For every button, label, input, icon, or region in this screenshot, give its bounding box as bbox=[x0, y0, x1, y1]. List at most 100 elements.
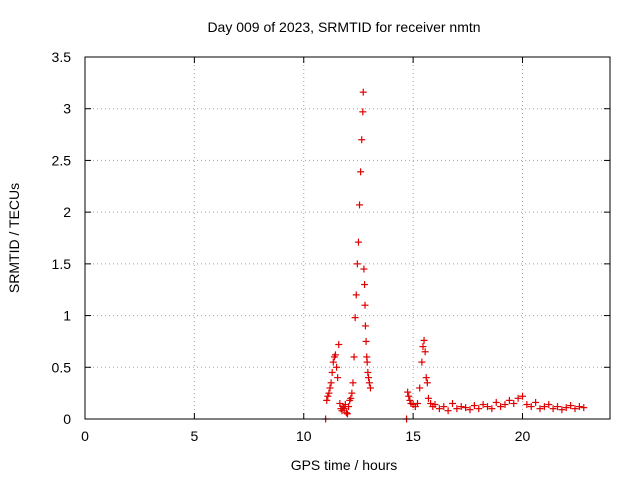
data-point bbox=[359, 88, 367, 96]
grid-lines bbox=[85, 57, 610, 419]
data-point bbox=[356, 201, 364, 209]
data-point bbox=[416, 384, 424, 392]
data-point bbox=[470, 402, 478, 410]
data-point bbox=[414, 399, 421, 407]
data-point bbox=[328, 368, 336, 376]
y-tick-label: 1 bbox=[63, 308, 71, 324]
axis-ticks: 0 5 10 15 20 0 0.5 1 1.5 2 2.5 3 3.5 bbox=[52, 49, 610, 444]
data-point bbox=[348, 389, 356, 397]
data-point bbox=[340, 405, 348, 413]
data-point bbox=[488, 405, 496, 413]
data-point bbox=[336, 399, 344, 407]
data-point bbox=[331, 351, 339, 359]
data-point bbox=[479, 401, 487, 409]
data-point bbox=[475, 405, 483, 413]
data-point bbox=[567, 402, 575, 410]
data-point bbox=[435, 405, 443, 413]
data-point bbox=[421, 348, 429, 356]
data-point bbox=[420, 336, 428, 344]
plot-frame bbox=[84, 56, 611, 420]
x-tick-label: 0 bbox=[81, 428, 89, 444]
data-point bbox=[444, 407, 452, 415]
data-point bbox=[536, 405, 544, 413]
data-point bbox=[527, 403, 535, 411]
data-point bbox=[545, 401, 553, 409]
data-point bbox=[440, 403, 448, 411]
x-axis-label: GPS time / hours bbox=[291, 457, 398, 473]
data-point bbox=[363, 358, 371, 366]
data-point bbox=[365, 379, 373, 387]
data-point bbox=[352, 291, 360, 299]
data-point bbox=[404, 388, 412, 396]
data-point bbox=[361, 301, 369, 309]
y-tick-label: 2 bbox=[63, 204, 71, 220]
data-point bbox=[431, 401, 439, 409]
data-point bbox=[406, 396, 414, 404]
data-point bbox=[501, 401, 509, 409]
data-point bbox=[424, 394, 432, 402]
data-point bbox=[514, 394, 522, 402]
data-point bbox=[334, 374, 342, 382]
data-point bbox=[519, 392, 526, 400]
data-point bbox=[325, 389, 333, 397]
data-point bbox=[366, 384, 374, 392]
data-point bbox=[418, 358, 426, 366]
data-point bbox=[365, 374, 372, 382]
data-point bbox=[571, 405, 579, 413]
data-point bbox=[558, 406, 566, 414]
y-tick-label: 2.5 bbox=[52, 152, 72, 168]
chart-title: Day 009 of 2023, SRMTID for receiver nmt… bbox=[207, 19, 480, 35]
data-point bbox=[323, 396, 331, 404]
data-point bbox=[344, 410, 351, 418]
x-tick-label: 10 bbox=[296, 428, 312, 444]
data-point bbox=[345, 403, 353, 411]
y-tick-label: 0 bbox=[63, 411, 71, 427]
data-point bbox=[405, 392, 413, 400]
y-tick-label: 3.5 bbox=[52, 49, 72, 65]
data-point bbox=[360, 265, 368, 273]
data-point bbox=[354, 238, 362, 246]
data-point bbox=[462, 404, 470, 412]
data-point bbox=[324, 392, 332, 400]
data-point bbox=[358, 136, 366, 144]
data-point bbox=[523, 401, 531, 409]
data-point bbox=[364, 368, 372, 376]
data-point bbox=[353, 260, 361, 268]
data-point bbox=[532, 398, 540, 406]
data-point bbox=[422, 374, 430, 382]
data-point bbox=[423, 379, 431, 387]
data-point bbox=[497, 403, 505, 411]
data-point bbox=[362, 337, 370, 345]
data-point bbox=[335, 341, 343, 349]
data-point bbox=[419, 343, 427, 351]
data-point bbox=[359, 108, 367, 116]
data-point bbox=[347, 394, 355, 402]
x-tick-label: 20 bbox=[515, 428, 531, 444]
data-point bbox=[453, 405, 461, 413]
data-point bbox=[449, 399, 456, 407]
data-point bbox=[484, 403, 491, 411]
y-tick-label: 0.5 bbox=[52, 359, 72, 375]
data-point bbox=[562, 404, 570, 412]
data-point bbox=[342, 409, 350, 417]
y-axis-label: SRMTID / TECUs bbox=[6, 183, 22, 293]
data-point bbox=[351, 314, 359, 322]
data-point bbox=[492, 398, 500, 406]
y-tick-label: 1.5 bbox=[52, 256, 72, 272]
data-point bbox=[349, 379, 357, 387]
data-point bbox=[329, 358, 337, 366]
data-point bbox=[326, 384, 334, 392]
data-point bbox=[540, 403, 548, 411]
data-point bbox=[361, 281, 369, 289]
x-tick-label: 5 bbox=[190, 428, 198, 444]
data-point bbox=[580, 404, 588, 412]
data-point bbox=[327, 379, 335, 387]
data-point bbox=[510, 399, 518, 407]
data-point bbox=[350, 353, 358, 361]
data-point bbox=[575, 403, 583, 411]
y-tick-label: 3 bbox=[63, 101, 71, 117]
data-point bbox=[333, 363, 341, 371]
data-point bbox=[505, 396, 513, 404]
data-point bbox=[549, 405, 557, 413]
